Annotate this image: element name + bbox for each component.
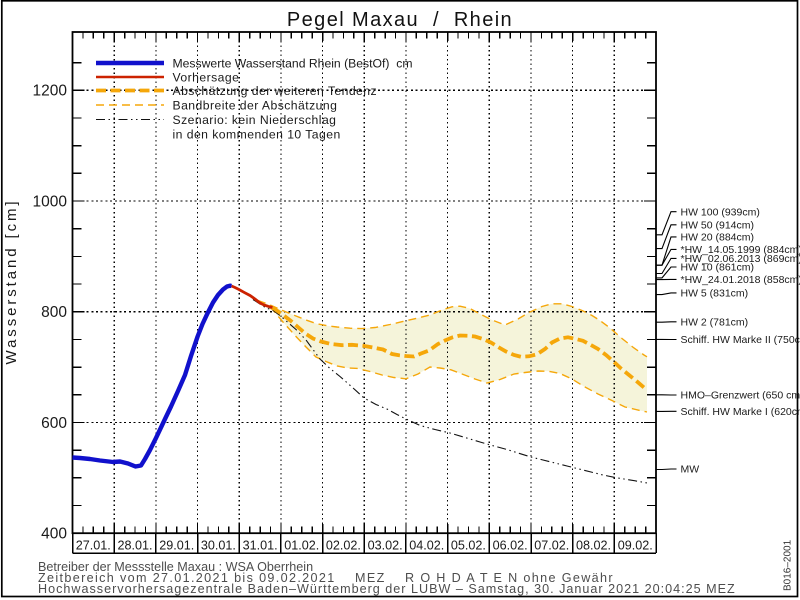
svg-text:600: 600 xyxy=(41,415,67,432)
svg-text:04.02.: 04.02. xyxy=(409,539,444,553)
svg-text:*HW_14.05.1999 (884cm): *HW_14.05.1999 (884cm) xyxy=(681,244,800,256)
svg-text:05.02.: 05.02. xyxy=(451,539,486,553)
svg-text:MW: MW xyxy=(681,464,700,476)
svg-text:Zeitbereich vom 27.01.2021 bis: Zeitbereich vom 27.01.2021 bis 09.02.202… xyxy=(38,571,614,585)
svg-text:1200: 1200 xyxy=(33,83,68,100)
svg-text:03.02.: 03.02. xyxy=(368,539,403,553)
svg-text:in den kommenden 10 Tagen: in den kommenden 10 Tagen xyxy=(173,128,341,142)
svg-text:01.02.: 01.02. xyxy=(284,539,319,553)
svg-text:06.02.: 06.02. xyxy=(493,539,528,553)
svg-text:*HW_02.06.2013 (869cm): *HW_02.06.2013 (869cm) xyxy=(681,253,800,265)
svg-text:28.01.: 28.01. xyxy=(117,539,152,553)
svg-text:Hochwasservorhersagezentrale B: Hochwasservorhersagezentrale Baden–Württ… xyxy=(38,582,736,596)
svg-text:Vorhersage: Vorhersage xyxy=(173,71,240,85)
svg-text:Messwerte Wasserstand Rhein (B: Messwerte Wasserstand Rhein (BestOf) cm xyxy=(173,57,413,71)
svg-text:09.02.: 09.02. xyxy=(618,539,653,553)
svg-text:400: 400 xyxy=(41,526,67,543)
svg-text:B016–2001: B016–2001 xyxy=(783,539,794,591)
svg-text:02.02.: 02.02. xyxy=(326,539,361,553)
svg-text:30.01.: 30.01. xyxy=(201,539,236,553)
svg-text:31.01.: 31.01. xyxy=(243,539,278,553)
svg-text:Bandbreite der Abschätzung: Bandbreite der Abschätzung xyxy=(173,99,338,113)
svg-text:Abschätzung der weiteren Tende: Abschätzung der weiteren Tendenz xyxy=(173,84,378,98)
svg-text:HW 50 (914cm): HW 50 (914cm) xyxy=(681,220,755,232)
svg-text:Schiff. HW Marke I (620cm): Schiff. HW Marke I (620cm) xyxy=(681,406,800,418)
svg-text:800: 800 xyxy=(41,304,67,321)
svg-text:Betreiber der Messstelle Maxau: Betreiber der Messstelle Maxau : WSA Obe… xyxy=(38,560,313,574)
svg-text:Szenario: kein Niederschlag: Szenario: kein Niederschlag xyxy=(173,113,337,127)
svg-text:29.01.: 29.01. xyxy=(159,539,194,553)
svg-text:HW 20 (884cm): HW 20 (884cm) xyxy=(681,232,755,244)
svg-text:HW 5 (831cm): HW 5 (831cm) xyxy=(681,288,749,300)
svg-text:07.02.: 07.02. xyxy=(534,539,569,553)
svg-text:1000: 1000 xyxy=(33,194,68,211)
svg-text:Schiff. HW Marke II (750cm): Schiff. HW Marke II (750cm) xyxy=(681,334,800,346)
svg-text:27.01.: 27.01. xyxy=(76,539,111,553)
svg-text:HMO–Grenzwert (650 cm): HMO–Grenzwert (650 cm) xyxy=(681,390,800,402)
svg-text:HW 10 (861cm): HW 10 (861cm) xyxy=(681,262,755,274)
svg-text:08.02.: 08.02. xyxy=(576,539,611,553)
svg-text:Wasserstand [cm]: Wasserstand [cm] xyxy=(3,199,20,365)
svg-text:HW 100 (939cm): HW 100 (939cm) xyxy=(681,206,760,218)
svg-text:Pegel Maxau / Rhein: Pegel Maxau / Rhein xyxy=(287,9,513,31)
svg-text:HW 2 (781cm): HW 2 (781cm) xyxy=(681,317,749,329)
svg-text:*HW_24.01.2018 (858cm): *HW_24.01.2018 (858cm) xyxy=(681,274,800,286)
